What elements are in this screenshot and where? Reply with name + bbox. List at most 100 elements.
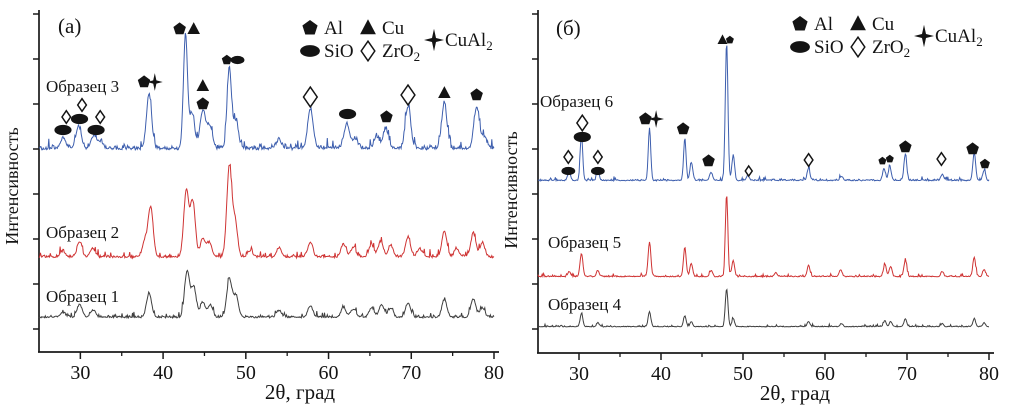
ellipse-marker-icon [590, 166, 605, 176]
pentagon-marker-icon [380, 110, 393, 123]
star-marker-icon [146, 73, 163, 91]
trace-sample-1 [38, 269, 495, 320]
y-axis-title-panel-a: Интенсивность [2, 127, 22, 244]
star-legend-icon [424, 28, 444, 52]
x-tick-label: 30 [70, 362, 90, 384]
sample-label-obrazec-1: Образец 1 [46, 287, 119, 306]
star-marker-icon [648, 110, 664, 128]
legend-label-subscript: 2 [976, 34, 983, 49]
x-tick-label: 80 [979, 363, 999, 385]
pentagon-marker-icon [702, 154, 715, 167]
pentagon-marker-icon [221, 54, 232, 65]
legend: Al Cu SiO ZrO2 CuAl2 [300, 18, 493, 64]
diamond-legend-icon [850, 35, 866, 59]
diamond-marker-icon [302, 85, 319, 109]
diamond-marker-icon [936, 151, 947, 167]
ellipse-legend-icon [790, 41, 810, 53]
pentagon-legend-icon [792, 16, 808, 31]
legend-label-sio: SiO [814, 37, 844, 58]
diamond-marker-icon [61, 109, 72, 125]
triangle-legend-icon [360, 19, 376, 35]
sample-label-obrazec-2: Образец 2 [46, 223, 119, 242]
legend-label-zro: ZrO2 [872, 37, 910, 60]
triangle-legend-icon [850, 15, 866, 31]
x-tick-label: 60 [319, 362, 339, 384]
legend-label-sio: SiO [324, 41, 354, 62]
x-axis-title-panel-b: 2θ, град [760, 381, 830, 405]
sample-label-obrazec-3: Образец 3 [46, 77, 119, 96]
x-tick-label: 70 [401, 362, 421, 384]
ellipse-marker-icon [54, 124, 72, 136]
legend-label-cual: CuAl2 [935, 26, 983, 49]
pentagon-marker-icon [639, 112, 652, 125]
pentagon-marker-icon [885, 154, 894, 163]
diamond-marker-icon [400, 83, 416, 107]
pentagon-marker-icon [878, 156, 887, 165]
sample-label-obrazec-4: Образец 4 [548, 295, 622, 314]
ellipse-marker-icon [230, 55, 245, 65]
x-tick-label: 50 [236, 362, 256, 384]
x-tick-label: 60 [815, 363, 835, 385]
diamond-marker-icon [94, 109, 106, 125]
legend: Al Cu SiO ZrO2 CuAl2 [790, 14, 983, 60]
triangle-marker-icon [187, 22, 200, 34]
ellipse-marker-icon [573, 131, 591, 143]
pentagon-marker-icon [725, 35, 734, 44]
legend-label-cu: Cu [382, 18, 405, 39]
legend-label-al: Al [814, 14, 833, 35]
legend-label-subscript: 2 [904, 45, 911, 60]
pentagon-marker-icon [979, 158, 990, 169]
pentagon-marker-icon [137, 75, 151, 88]
x-tick-label: 70 [897, 363, 917, 385]
ellipse-marker-icon [87, 124, 105, 136]
panel-a-label: (a) [58, 14, 81, 38]
diamond-marker-icon [563, 149, 574, 165]
diamond-marker-icon [803, 152, 814, 168]
legend-label-al: Al [324, 18, 343, 39]
legend-label-cual: CuAl2 [445, 30, 493, 53]
legend-label-subscript: 2 [414, 49, 421, 64]
trace-sample-6 [537, 45, 990, 183]
x-tick-label: 40 [153, 362, 173, 384]
trace-sample-3 [38, 32, 495, 152]
sample-label-obrazec-5: Образец 5 [548, 233, 621, 252]
triangle-marker-icon [196, 79, 210, 91]
ellipse-legend-icon [300, 45, 320, 57]
legend-label-subscript: 2 [486, 38, 493, 53]
ellipse-marker-icon [338, 108, 357, 120]
pentagon-marker-icon [173, 22, 186, 35]
legend-label-zro: ZrO2 [382, 41, 420, 64]
y-axis-title-panel-b: Интенсивность [501, 131, 521, 248]
triangle-marker-icon [717, 34, 728, 44]
diamond-marker-icon [592, 149, 604, 165]
star-legend-icon [914, 24, 934, 48]
x-tick-label: 80 [484, 362, 504, 384]
pentagon-marker-icon [966, 142, 979, 155]
panel-b: 30 40 50 60 70 80 Al Cu SiO ZrO2 CuAl2 [532, 10, 999, 385]
ellipse-marker-icon [561, 166, 576, 176]
x-tick-label: 50 [733, 363, 753, 385]
legend-label-cu: Cu [872, 14, 895, 35]
ellipse-marker-icon [70, 113, 89, 125]
x-tick-label: 30 [569, 363, 589, 385]
diamond-marker-icon [744, 164, 754, 178]
trace-sample-5 [537, 196, 990, 279]
pentagon-marker-icon [196, 97, 210, 110]
diamond-marker-icon [76, 97, 88, 113]
pentagon-marker-icon [676, 122, 690, 135]
pentagon-legend-icon [302, 20, 318, 35]
triangle-marker-icon [438, 86, 451, 98]
trace-sample-4 [537, 288, 989, 328]
pentagon-marker-icon [899, 140, 912, 153]
panel-b-label: (б) [556, 16, 581, 40]
panel-a: 30 40 50 60 70 80 Al Cu SiO ZrO2 CuAl2 [33, 10, 504, 384]
pentagon-marker-icon [470, 88, 483, 101]
x-axis-title-panel-a: 2θ, град [265, 380, 335, 404]
diamond-marker-icon [575, 113, 589, 133]
sample-label-obrazec-6: Образец 6 [540, 92, 613, 111]
diamond-legend-icon [360, 39, 376, 63]
